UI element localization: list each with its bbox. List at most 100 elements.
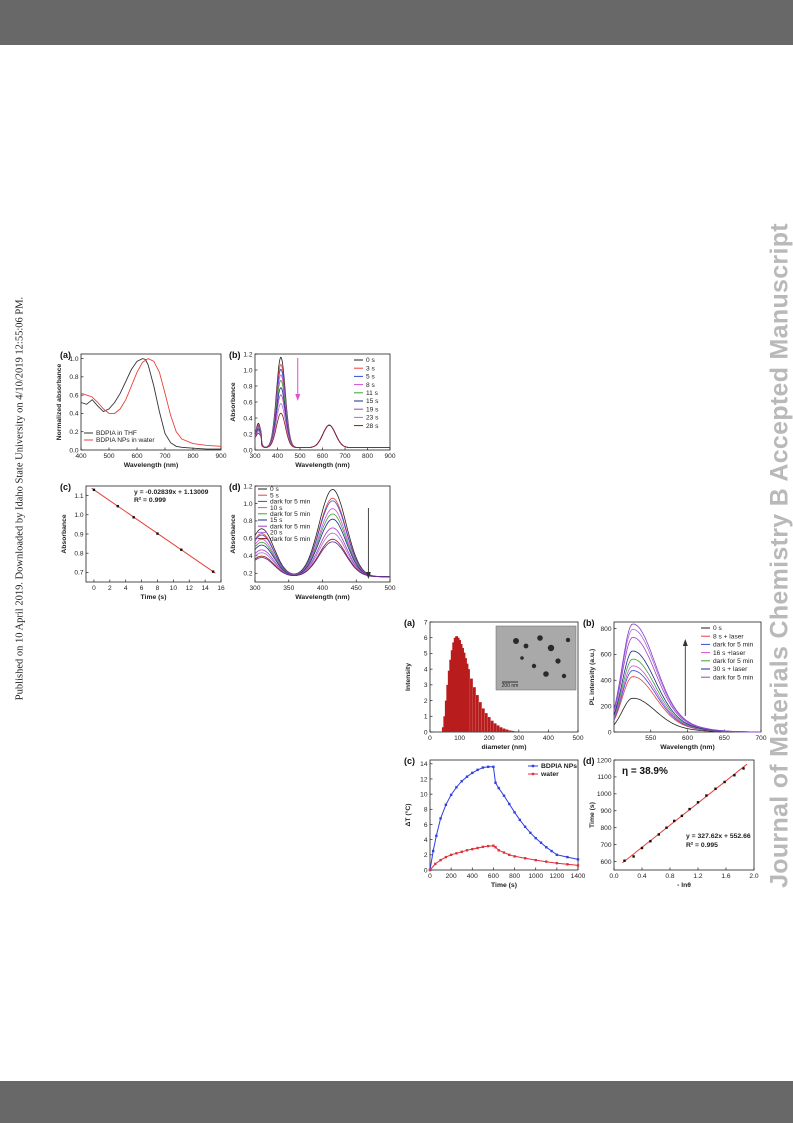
figure1-panel-a: 400 500 600 700 800 900 0.0 0.2 0.4 0.6 0.8 1.0 Wave… <box>56 350 227 469</box>
series-line <box>613 697 761 733</box>
data-point <box>471 847 474 851</box>
histogram-bar <box>444 700 448 732</box>
x-axis-label: Time (s) <box>491 882 517 889</box>
legend-entry: 20 s <box>270 530 283 537</box>
y-tick-label: 1000 <box>597 791 612 798</box>
data-point <box>465 775 469 778</box>
data-point <box>665 826 668 829</box>
figure1-panel-b: 300 400 500 600 700 800 900 0.0 0.2 0.4 0.6 0.8 1.0 1… <box>229 350 396 469</box>
legend-entry: BDPIA in THF <box>96 430 137 437</box>
fit-equation: y = -0.02839x + 1.13009 <box>134 489 209 496</box>
x-tick-label: 650 <box>719 735 730 742</box>
data-point <box>555 861 559 865</box>
data-point <box>555 853 559 857</box>
histogram-bar <box>473 687 476 732</box>
series-line <box>80 358 221 450</box>
y-tick-label: 3 <box>424 682 428 689</box>
legend-entry: 11 s <box>366 390 379 397</box>
y-tick-label: 0.8 <box>243 383 252 390</box>
histogram-bar <box>456 637 460 732</box>
histogram-bar <box>447 670 451 732</box>
x-tick-label: 14 <box>201 585 209 592</box>
figure2-panel-b: 550 600 650 700 0 200 400 600 800 Wavelength (nm)… <box>583 618 767 751</box>
fit-r2: R² = 0.999 <box>134 497 166 504</box>
data-point <box>439 817 442 820</box>
data-point <box>508 802 511 806</box>
x-tick-label: 8 <box>156 585 160 592</box>
x-tick-label: 400 <box>317 585 328 592</box>
figure1-panel-c: 0 2 4 6 8 10 12 14 16 0.7 0.8 0.9 1.0 1.1 Time (s) Abso… <box>60 482 225 601</box>
x-tick-label: 200 <box>446 873 457 880</box>
legend-entry: 15 s <box>270 517 283 524</box>
histogram-bar <box>502 728 506 732</box>
data-point <box>714 787 717 790</box>
histogram-bar <box>496 725 500 732</box>
histogram-bar <box>465 663 469 732</box>
legend-entry: 0 s <box>270 486 279 493</box>
y-tick-label: 1.0 <box>69 356 78 363</box>
x-tick-label: 0.4 <box>637 873 646 880</box>
header-bar <box>0 0 793 45</box>
series-line <box>613 623 761 733</box>
legend-entry: dark for 5 min <box>270 499 311 506</box>
nanoparticle <box>547 644 555 652</box>
data-point <box>435 834 438 838</box>
x-tick-label: 0.8 <box>665 873 674 880</box>
data-point <box>733 774 736 777</box>
data-point <box>481 766 485 769</box>
legend-entry: 19 s <box>366 406 379 413</box>
y-tick-label: 5 <box>424 651 428 658</box>
x-tick-label: 1200 <box>550 873 565 880</box>
data-point <box>455 852 458 855</box>
data-point <box>494 846 497 849</box>
figure2-panel-a: 0 100 200 300 400 500 0 1 2 3 4 5 6 7 diameter (nm) Int… <box>404 618 584 751</box>
x-tick-label: 600 <box>131 453 142 460</box>
trend-arrow-head <box>682 639 688 646</box>
data-point <box>492 844 495 847</box>
x-tick-label: 500 <box>294 453 305 460</box>
nanoparticle <box>565 637 571 643</box>
data-point <box>494 781 497 784</box>
x-tick-label: 550 <box>645 735 656 742</box>
y-tick-label: 0.2 <box>69 429 78 436</box>
data-point <box>539 841 543 844</box>
data-point <box>497 786 500 790</box>
y-tick-label: 4 <box>424 837 428 844</box>
histogram-bar <box>453 637 457 732</box>
data-point <box>523 825 527 828</box>
x-tick-label: 600 <box>317 453 328 460</box>
histogram-bar <box>443 716 447 732</box>
data-point <box>545 860 548 863</box>
legend-entry: dark for 5 min <box>270 536 311 543</box>
x-tick-label: 400 <box>467 873 478 880</box>
y-axis-label: Absorbance <box>230 514 237 554</box>
y-tick-label: 200 <box>600 703 611 710</box>
histogram-bar <box>455 636 459 732</box>
y-tick-label: 600 <box>600 652 611 659</box>
x-axis-label: Wavelength (nm) <box>295 594 350 601</box>
y-tick-label: 8 <box>424 807 428 814</box>
legend-entry: dark for 5 min <box>270 523 311 530</box>
plot-frame <box>613 759 755 871</box>
legend-entry: dark for 5 min <box>713 674 754 681</box>
histogram-bar <box>461 647 464 732</box>
x-tick-label: 400 <box>272 453 283 460</box>
trend-arrow-head <box>295 394 301 401</box>
y-tick-label: 1 <box>424 714 428 721</box>
data-point <box>471 771 474 775</box>
legend-entry: dark for 5 min <box>270 511 311 518</box>
data-point <box>476 846 479 850</box>
y-tick-label: 7 <box>424 619 428 626</box>
y-tick-label: 1.0 <box>243 367 252 374</box>
histogram-bar <box>505 729 509 732</box>
histogram-bar <box>458 640 461 732</box>
data-point <box>180 548 183 551</box>
y-tick-label: 0 <box>608 729 612 736</box>
y-tick-label: 1200 <box>597 757 612 764</box>
y-tick-label: 0.2 <box>243 431 252 438</box>
data-point <box>444 855 448 859</box>
y-tick-label: 0.8 <box>69 374 78 381</box>
y-tick-label: 0.6 <box>243 399 252 406</box>
histogram-bar <box>441 727 445 732</box>
panel-label: (a) <box>404 618 415 628</box>
